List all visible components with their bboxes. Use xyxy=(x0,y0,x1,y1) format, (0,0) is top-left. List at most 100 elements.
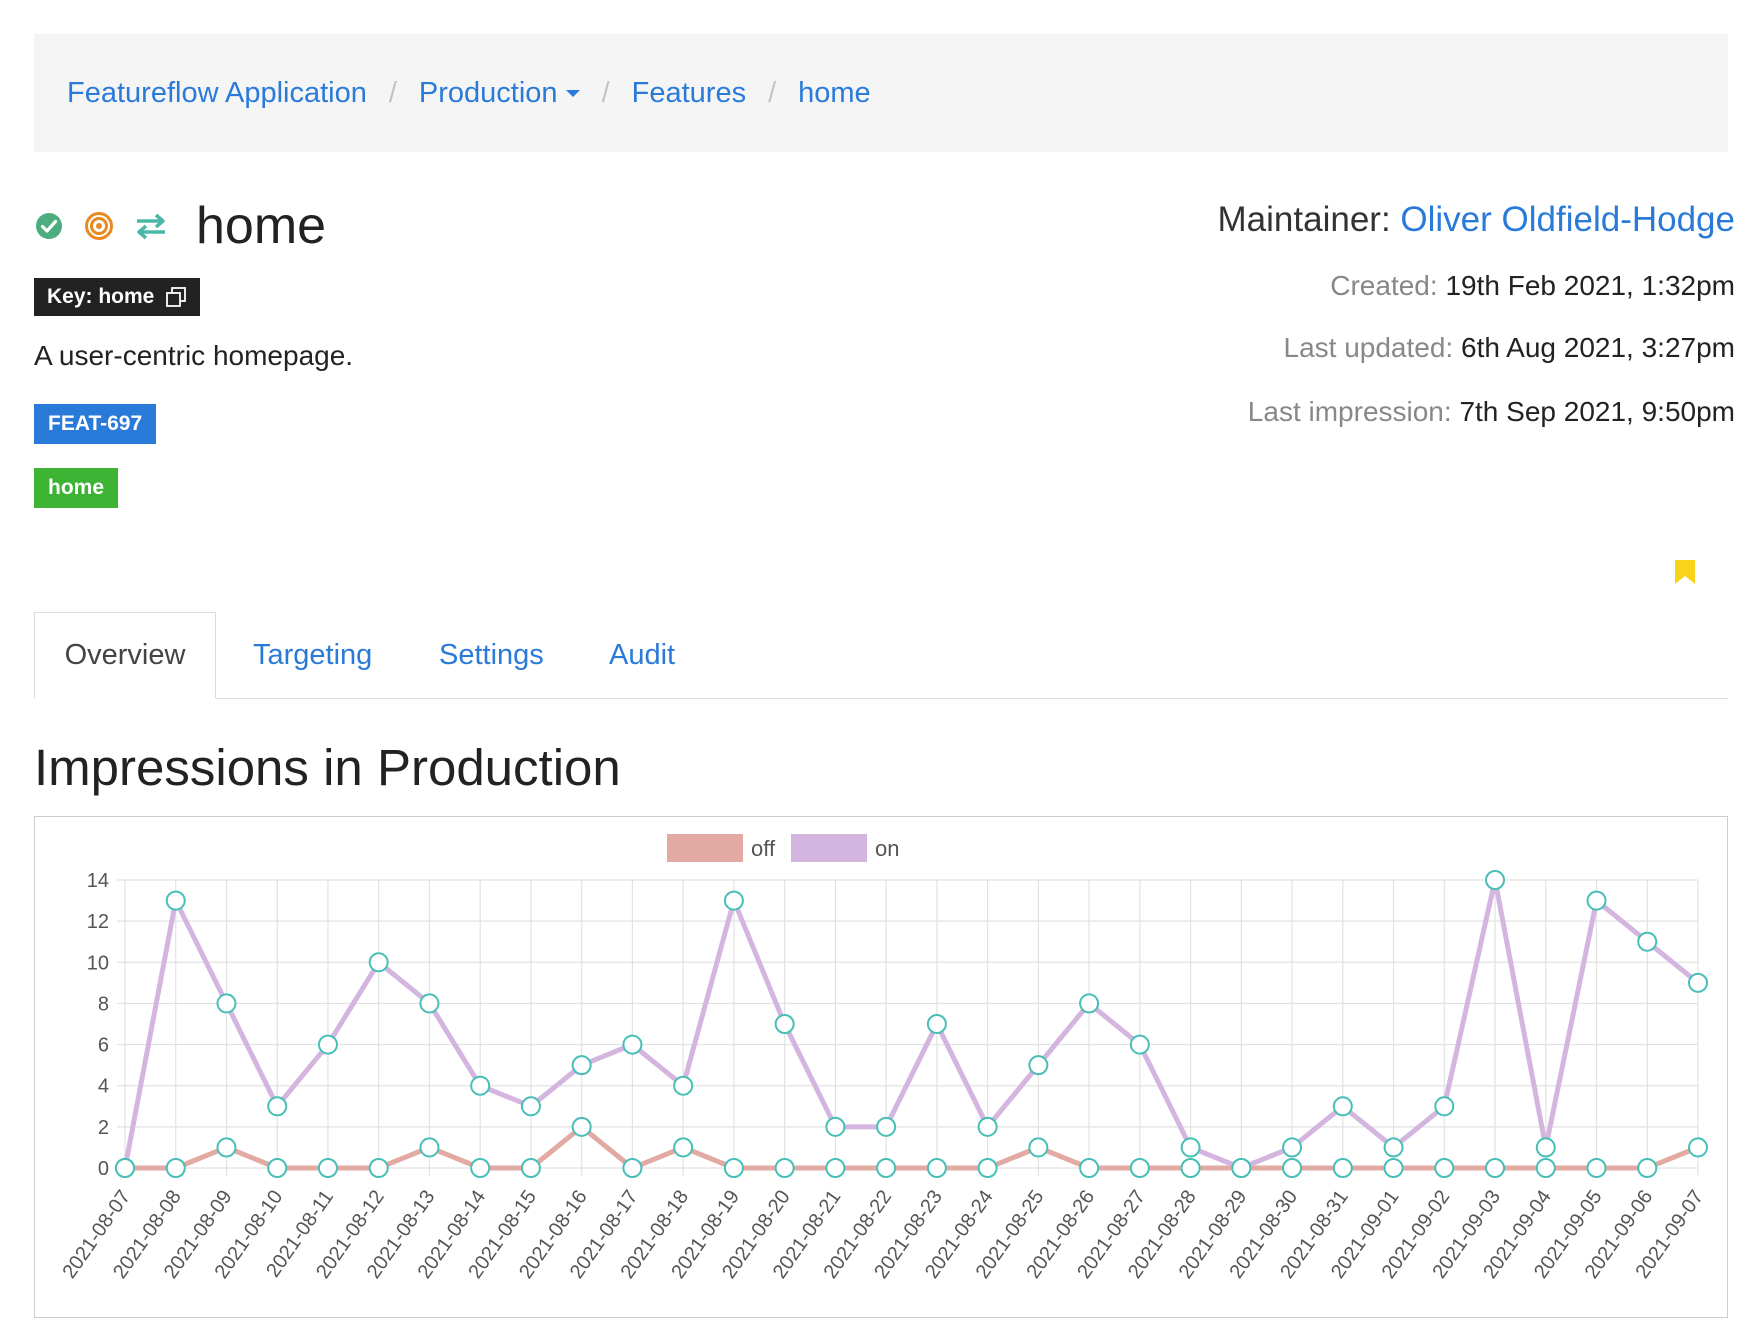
updated-info: Last updated: 6th Aug 2021, 3:27pm xyxy=(1284,332,1735,364)
y-tick-label: 12 xyxy=(87,911,109,933)
created-label: Created: xyxy=(1330,270,1438,301)
data-point-off xyxy=(1637,1158,1658,1178)
impression-label: Last impression: xyxy=(1247,396,1452,427)
impression-value: 7th Sep 2021, 9:50pm xyxy=(1459,396,1735,427)
data-point-on xyxy=(1332,1096,1353,1117)
data-point-off xyxy=(165,1158,186,1178)
data-point-off xyxy=(267,1158,288,1178)
data-point-on xyxy=(1586,890,1607,911)
breadcrumb-features[interactable]: Features xyxy=(631,76,747,109)
data-point-on xyxy=(774,1014,795,1034)
feature-key-text: Key: home xyxy=(47,285,155,308)
breadcrumb-current-feature[interactable]: home xyxy=(798,76,871,109)
data-point-off xyxy=(1282,1158,1303,1178)
breadcrumb-environment-label: Production xyxy=(418,76,558,109)
updated-label: Last updated: xyxy=(1283,332,1454,363)
breadcrumb-separator: / xyxy=(388,76,397,109)
data-point-on xyxy=(1688,972,1708,993)
y-tick-label: 0 xyxy=(98,1158,109,1180)
data-point-off xyxy=(1535,1158,1556,1178)
data-point-off xyxy=(825,1158,846,1178)
tab-bar: Overview Targeting Settings Audit xyxy=(34,612,1728,699)
updated-value: 6th Aug 2021, 3:27pm xyxy=(1461,332,1735,363)
data-point-off xyxy=(1180,1158,1201,1178)
data-point-on xyxy=(1079,993,1100,1014)
data-point-on xyxy=(368,952,389,973)
data-point-off xyxy=(1129,1158,1150,1178)
data-point-on xyxy=(1637,931,1658,952)
data-point-on xyxy=(876,1116,897,1137)
data-point-off xyxy=(876,1158,897,1178)
data-point-off xyxy=(317,1158,338,1178)
data-point-off xyxy=(723,1158,744,1178)
tab-audit[interactable]: Audit xyxy=(609,638,676,671)
data-point-on xyxy=(216,993,237,1014)
data-point-on xyxy=(419,993,440,1014)
y-tick-label: 10 xyxy=(87,952,109,974)
target-icon xyxy=(84,211,114,241)
tab-settings[interactable]: Settings xyxy=(439,638,544,671)
created-info: Created: 19th Feb 2021, 1:32pm xyxy=(1330,270,1735,302)
caret-down-icon xyxy=(565,90,580,98)
data-point-on xyxy=(1485,870,1506,890)
bookmark-icon[interactable] xyxy=(1673,558,1697,591)
y-tick-label: 6 xyxy=(98,1035,109,1057)
data-point-off xyxy=(1079,1158,1100,1178)
exchange-arrows-icon xyxy=(134,211,168,241)
data-point-on xyxy=(1028,1055,1049,1076)
data-point-off xyxy=(571,1116,592,1137)
data-point-on xyxy=(1434,1096,1455,1117)
data-point-on xyxy=(1231,1158,1252,1178)
data-point-on xyxy=(723,890,744,911)
feature-description: A user-centric homepage. xyxy=(34,340,354,371)
data-point-off xyxy=(1586,1158,1607,1178)
data-point-on xyxy=(825,1116,846,1137)
data-point-on xyxy=(673,1075,694,1096)
tab-overview[interactable]: Overview xyxy=(34,612,216,699)
data-point-on xyxy=(115,1158,135,1178)
breadcrumb: Featureflow Application / Production / F… xyxy=(34,34,1728,152)
maintainer-link[interactable]: Oliver Oldfield-Hodge xyxy=(1400,200,1735,239)
data-point-on xyxy=(1282,1137,1303,1158)
data-point-on xyxy=(470,1075,491,1096)
impressions-chart: 0 2 4 6 8 10 12 14 2021-08-07 2021-08-08 2021-08-0… xyxy=(34,816,1728,1318)
page-title: home xyxy=(196,197,327,255)
data-point-on xyxy=(1383,1137,1404,1158)
data-point-off xyxy=(470,1158,491,1178)
data-point-off xyxy=(520,1158,541,1178)
legend-swatch-on xyxy=(791,834,867,862)
data-point-off xyxy=(419,1137,440,1158)
data-point-on xyxy=(622,1034,643,1055)
breadcrumb-separator: / xyxy=(601,76,610,109)
feature-header: home xyxy=(34,196,326,256)
data-point-on xyxy=(926,1014,947,1034)
data-point-on xyxy=(1129,1034,1150,1055)
data-point-off xyxy=(1383,1158,1404,1178)
series-line-off xyxy=(125,1124,1699,1171)
feature-key-badge: Key: home xyxy=(34,278,201,316)
data-point-off xyxy=(368,1158,389,1178)
data-point-off xyxy=(926,1158,947,1178)
y-tick-label: 14 xyxy=(87,870,109,892)
breadcrumb-application[interactable]: Featureflow Application xyxy=(67,76,367,109)
breadcrumb-separator: / xyxy=(768,76,777,109)
data-point-off xyxy=(216,1137,237,1158)
copy-icon[interactable] xyxy=(164,285,188,309)
y-tick-label: 4 xyxy=(98,1076,109,1098)
data-point-off xyxy=(1485,1158,1506,1178)
tab-targeting[interactable]: Targeting xyxy=(253,638,373,671)
data-point-on xyxy=(520,1096,541,1117)
section-title: Impressions in Production xyxy=(34,739,621,796)
breadcrumb-environment-dropdown[interactable]: Production xyxy=(419,77,580,110)
legend-label-off: off xyxy=(751,836,776,861)
label-badge-home: home xyxy=(34,468,119,508)
legend-swatch-off xyxy=(667,834,743,862)
impressions-chart-svg: 024681012142021-08-072021-08-082021-08-0… xyxy=(58,834,1708,1283)
data-point-on xyxy=(165,890,186,911)
data-point-off xyxy=(1028,1137,1049,1158)
legend-label-on: on xyxy=(875,836,899,861)
data-point-off xyxy=(774,1158,795,1178)
data-point-off xyxy=(1688,1137,1708,1158)
data-point-on xyxy=(571,1055,592,1076)
data-point-on xyxy=(317,1034,338,1055)
